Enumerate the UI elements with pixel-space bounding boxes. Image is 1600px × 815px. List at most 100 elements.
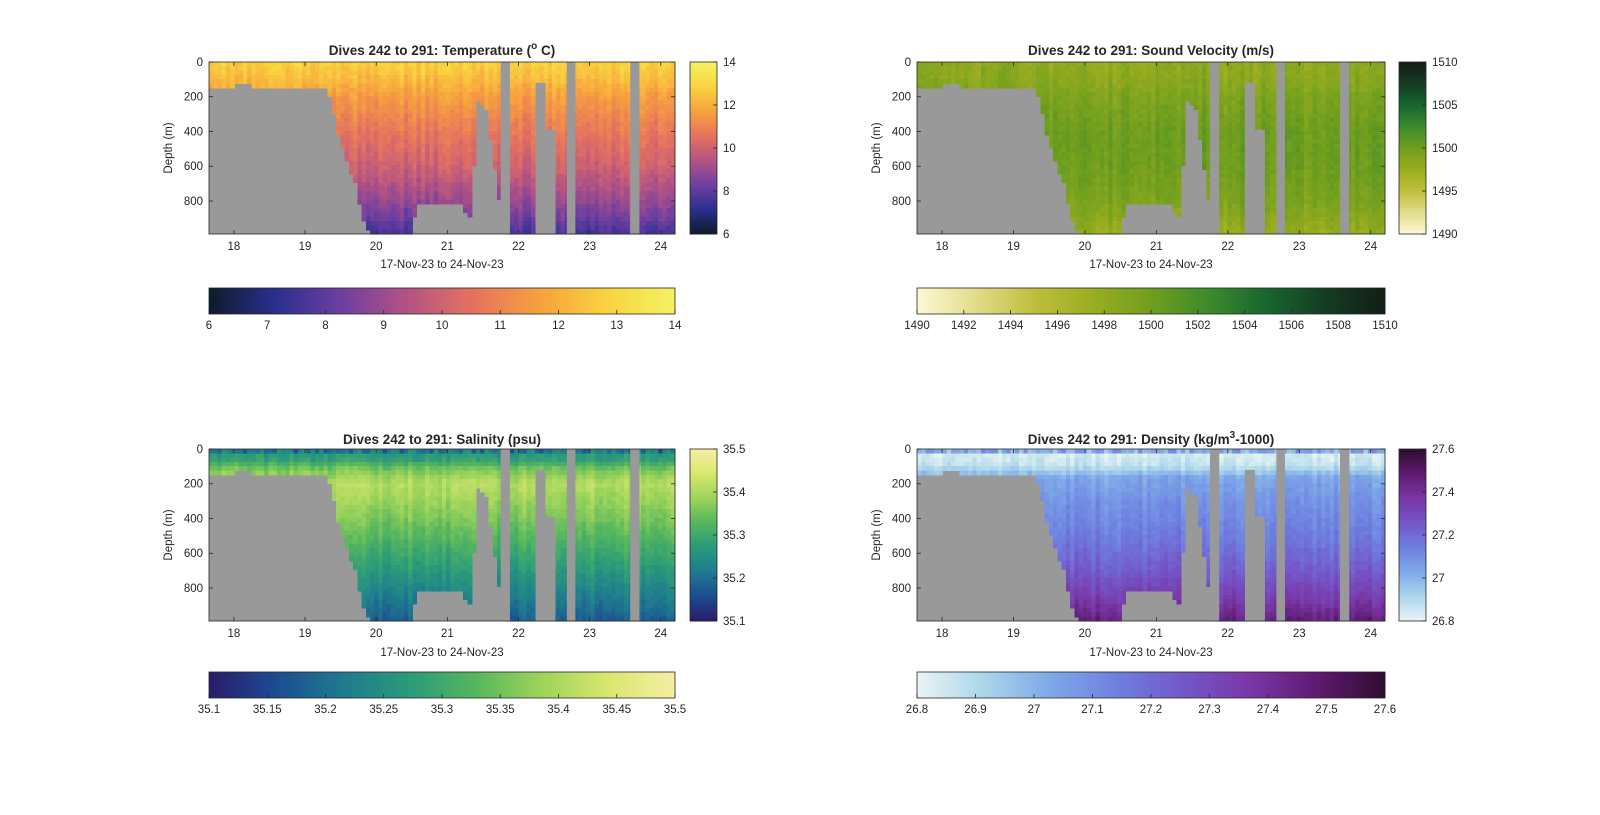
heatmap-cell bbox=[1155, 182, 1161, 188]
heatmap-cell bbox=[526, 148, 532, 153]
heatmap-cell bbox=[556, 87, 562, 93]
heatmap-cell bbox=[607, 122, 613, 128]
heatmap-cell bbox=[458, 87, 464, 93]
heatmap-cell bbox=[1061, 105, 1067, 110]
heatmap-cell bbox=[1057, 117, 1063, 123]
heatmap-cell bbox=[1163, 70, 1169, 76]
heatmap-cell bbox=[1202, 117, 1207, 123]
heatmap-cell bbox=[378, 221, 384, 226]
heatmap-cell bbox=[369, 87, 375, 93]
heatmap-cell bbox=[581, 160, 587, 166]
heatmap-cell bbox=[374, 66, 380, 72]
heatmap-cell bbox=[917, 70, 922, 76]
heatmap-cell bbox=[369, 229, 375, 235]
heatmap-cell bbox=[276, 62, 282, 67]
heatmap-cell bbox=[1057, 165, 1063, 171]
heatmap-cell bbox=[946, 62, 952, 67]
heatmap-cell bbox=[357, 160, 363, 166]
heatmap-cell bbox=[1053, 117, 1058, 123]
heatmap-cell bbox=[509, 83, 515, 89]
heatmap-cell bbox=[653, 152, 659, 158]
heatmap-cell bbox=[653, 182, 659, 188]
heatmap-cell bbox=[336, 79, 341, 85]
heatmap-cell bbox=[619, 126, 625, 132]
heatmap-cell bbox=[247, 70, 252, 76]
heatmap-cell bbox=[530, 199, 536, 205]
heatmap-cell bbox=[547, 87, 553, 93]
heatmap-cell bbox=[403, 105, 409, 110]
heatmap-cell bbox=[1057, 87, 1063, 93]
heatmap-cell bbox=[403, 212, 409, 218]
heatmap-cell bbox=[556, 83, 562, 89]
heatmap-cell bbox=[1082, 130, 1088, 136]
heatmap-cell bbox=[598, 203, 604, 209]
heatmap-cell bbox=[378, 83, 384, 89]
heatmap-cell bbox=[1146, 105, 1152, 110]
heatmap-cell bbox=[1159, 126, 1165, 132]
heatmap-cell bbox=[442, 135, 447, 140]
heatmap-cell bbox=[442, 117, 447, 123]
heatmap-cell bbox=[1172, 191, 1178, 196]
heatmap-cell bbox=[1057, 105, 1063, 110]
heatmap-cell bbox=[581, 165, 587, 171]
heatmap-cell bbox=[560, 105, 566, 110]
heatmap-cell bbox=[1172, 126, 1178, 132]
heatmap-cell bbox=[1104, 178, 1110, 183]
heatmap-cell bbox=[340, 87, 346, 93]
heatmap-cell bbox=[310, 66, 316, 72]
heatmap-cell bbox=[1142, 152, 1148, 158]
heatmap-cell bbox=[412, 87, 418, 93]
heatmap-cell bbox=[450, 173, 456, 179]
heatmap-cell bbox=[1053, 152, 1058, 158]
heatmap-cell bbox=[1189, 83, 1195, 89]
heatmap-cell bbox=[348, 143, 354, 149]
heatmap-cell bbox=[522, 105, 528, 110]
heatmap-cell bbox=[442, 92, 447, 97]
colorbar-swatch bbox=[690, 231, 717, 235]
heatmap-cell bbox=[590, 221, 596, 226]
heatmap-cell bbox=[968, 70, 973, 76]
heatmap-cell bbox=[429, 105, 435, 110]
heatmap-cell bbox=[225, 66, 231, 72]
heatmap-cell bbox=[598, 191, 604, 196]
heatmap-cell bbox=[1219, 208, 1224, 214]
heatmap-cell bbox=[1082, 191, 1088, 196]
heatmap-cell bbox=[602, 79, 608, 85]
heatmap-cell bbox=[399, 199, 405, 205]
heatmap-cell bbox=[590, 160, 596, 166]
heatmap-cell bbox=[624, 182, 629, 188]
heatmap-cell bbox=[1095, 182, 1101, 188]
heatmap-cell bbox=[1176, 87, 1182, 93]
heatmap-cell bbox=[488, 105, 494, 110]
heatmap-cell bbox=[357, 186, 363, 192]
colorbar-swatch bbox=[690, 222, 717, 226]
heatmap-cell bbox=[514, 225, 519, 231]
heatmap-cell bbox=[395, 216, 401, 222]
heatmap-cell bbox=[1074, 87, 1080, 93]
heatmap-cell bbox=[450, 186, 456, 192]
heatmap-cell bbox=[645, 169, 651, 175]
heatmap-cell bbox=[641, 191, 646, 196]
heatmap-cell bbox=[1138, 66, 1144, 72]
heatmap-cell bbox=[1206, 122, 1212, 128]
heatmap-cell bbox=[518, 225, 524, 231]
heatmap-cell bbox=[458, 199, 464, 205]
heatmap-cell bbox=[594, 212, 600, 218]
heatmap-cell bbox=[357, 113, 363, 119]
heatmap-cell bbox=[530, 225, 536, 231]
heatmap-cell bbox=[1231, 139, 1237, 145]
heatmap-cell bbox=[272, 66, 278, 72]
heatmap-cell bbox=[297, 66, 303, 72]
heatmap-cell bbox=[399, 117, 405, 123]
hbar-swatch bbox=[632, 288, 638, 314]
heatmap-cell bbox=[408, 135, 413, 140]
heatmap-cell bbox=[560, 122, 566, 128]
heatmap-cell bbox=[1065, 87, 1071, 93]
heatmap-cell bbox=[1240, 96, 1246, 102]
heatmap-cell bbox=[607, 208, 613, 214]
heatmap-cell bbox=[361, 173, 367, 179]
heatmap-cell bbox=[467, 109, 473, 115]
heatmap-cell bbox=[1231, 109, 1237, 115]
heatmap-cell bbox=[509, 109, 515, 115]
heatmap-cell bbox=[1014, 79, 1020, 85]
